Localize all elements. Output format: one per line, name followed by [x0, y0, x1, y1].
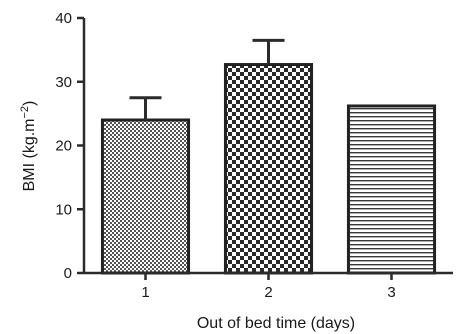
x-axis-title: Out of bed time (days) — [197, 315, 355, 332]
y-axis-title-main: BMI (kg.m — [21, 118, 38, 191]
y-tick-label: 10 — [55, 201, 72, 218]
bar — [100, 118, 191, 275]
y-tick-label: 40 — [55, 10, 72, 27]
y-axis-title: BMI (kg.m−2) — [19, 101, 38, 192]
y-tick-label: 20 — [55, 138, 72, 155]
bar — [223, 63, 314, 275]
x-tick-label: 1 — [141, 284, 149, 301]
y-axis-title-sup: −2 — [19, 106, 31, 119]
y-tick-label: 30 — [55, 74, 72, 91]
y-axis-title-close: ) — [21, 101, 38, 106]
error-bars — [129, 38, 285, 120]
x-tick-label: 2 — [264, 284, 272, 301]
x-tick-label: 3 — [387, 284, 395, 301]
bars — [100, 63, 437, 275]
bar — [346, 104, 437, 275]
y-axis-ticks: 0 10 20 30 40 — [55, 10, 84, 282]
y-tick-label: 0 — [64, 265, 72, 282]
x-axis-ticks: 1 2 3 — [141, 273, 396, 301]
